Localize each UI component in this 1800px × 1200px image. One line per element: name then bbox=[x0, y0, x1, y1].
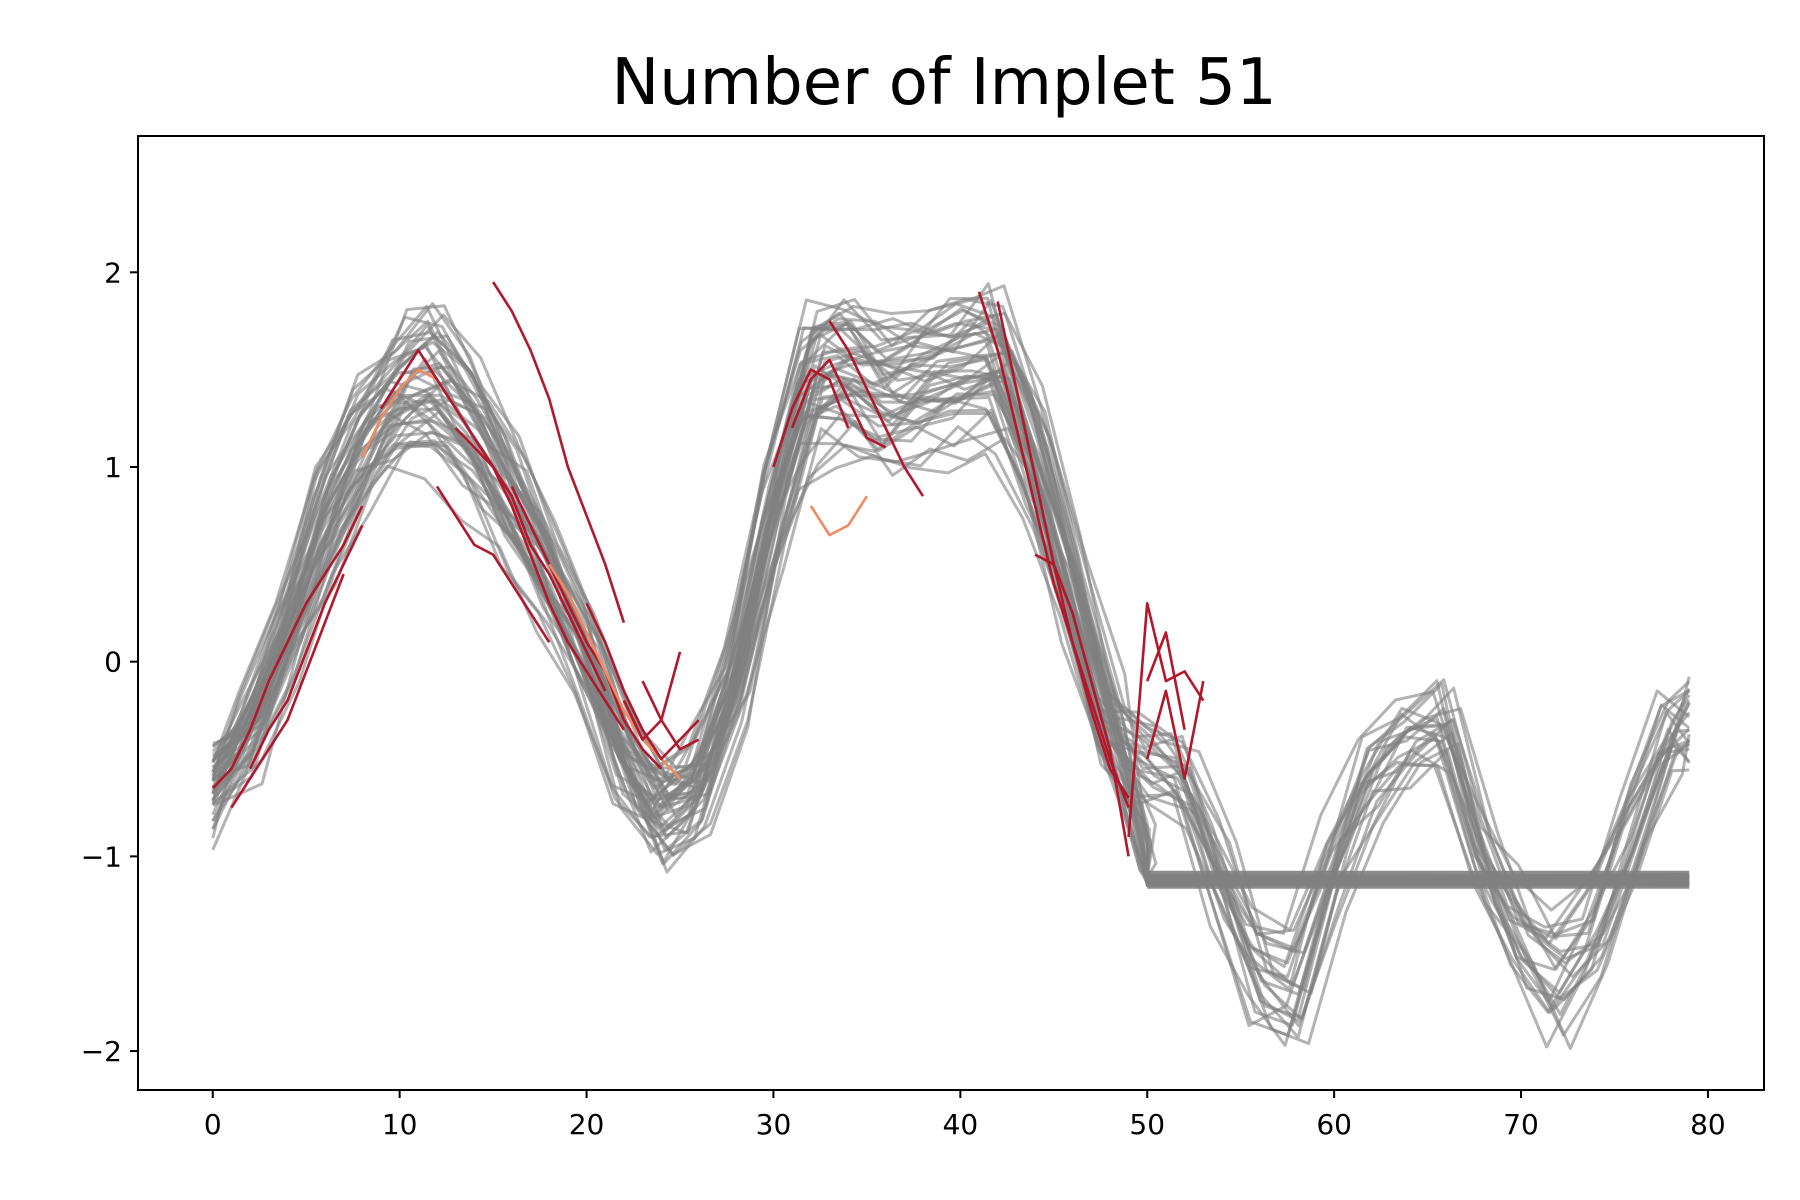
series-line bbox=[211, 296, 1691, 1028]
x-tick-label: 20 bbox=[569, 1108, 605, 1141]
implet-segment bbox=[1145, 680, 1205, 780]
implet-segment bbox=[977, 291, 1130, 809]
implet-segment bbox=[772, 368, 850, 468]
implet-segment bbox=[454, 427, 625, 731]
implet-segment bbox=[1034, 553, 1130, 799]
series-line bbox=[211, 320, 1690, 883]
implet-segment bbox=[473, 437, 607, 692]
implet-segment bbox=[585, 602, 700, 761]
y-tick-label: 1 bbox=[104, 451, 122, 484]
x-tick-label: 60 bbox=[1316, 1108, 1352, 1141]
implet-segment bbox=[211, 505, 364, 790]
implet-segment bbox=[492, 281, 626, 624]
y-tick-label: 2 bbox=[104, 256, 122, 289]
x-tick-label: 10 bbox=[382, 1108, 418, 1141]
x-tick-label: 0 bbox=[204, 1108, 222, 1141]
y-tick-label: −2 bbox=[81, 1035, 122, 1068]
implet-segment bbox=[790, 358, 887, 449]
implet-segment bbox=[809, 495, 868, 537]
series-line bbox=[211, 331, 1691, 995]
plot-frame bbox=[137, 135, 1765, 1091]
implet-segment bbox=[248, 524, 364, 770]
y-tick-label: −1 bbox=[81, 840, 122, 873]
series-line bbox=[211, 380, 1690, 887]
highlight-layer bbox=[211, 281, 1205, 857]
x-tick-label: 30 bbox=[756, 1108, 792, 1141]
implet-segment bbox=[435, 485, 551, 643]
implet-segment bbox=[641, 651, 682, 722]
series-line bbox=[212, 304, 1691, 991]
x-tick-label: 40 bbox=[943, 1108, 979, 1141]
x-axis: 0 10 20 30 40 50 60 70 80 bbox=[204, 1090, 1726, 1141]
y-axis: −2 −1 0 1 2 bbox=[81, 256, 138, 1068]
series-line bbox=[211, 348, 1691, 935]
implet-segment bbox=[510, 485, 663, 770]
y-tick-label: 0 bbox=[104, 646, 122, 679]
series-line bbox=[211, 408, 1690, 884]
series-line bbox=[211, 351, 1690, 886]
implet-segment bbox=[1145, 631, 1186, 731]
chart-title: Number of Implet 51 bbox=[611, 46, 1276, 120]
x-tick-label: 80 bbox=[1690, 1108, 1726, 1141]
series-line bbox=[211, 298, 1691, 987]
series-line bbox=[211, 282, 1691, 1003]
x-tick-label: 70 bbox=[1503, 1108, 1539, 1141]
implet-segment bbox=[996, 301, 1130, 857]
implet-segment bbox=[828, 320, 925, 497]
x-tick-label: 50 bbox=[1129, 1108, 1165, 1141]
implet-segment bbox=[1127, 602, 1205, 838]
series-line bbox=[211, 419, 1690, 965]
implet-segment bbox=[230, 573, 345, 809]
